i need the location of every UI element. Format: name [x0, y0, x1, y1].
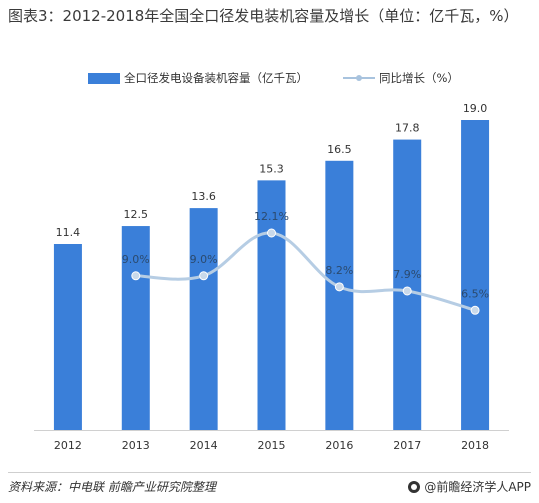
legend-line-label: 同比增长（%）	[379, 71, 459, 85]
growth-label-2016: 8.2%	[325, 264, 353, 277]
x-tick-label-2014: 2014	[190, 439, 218, 452]
growth-label-2018: 6.5%	[461, 287, 489, 300]
bar-2017	[393, 139, 422, 430]
bar-value-label-2018: 19.0	[463, 102, 488, 115]
bar-2015	[257, 180, 286, 430]
legend-item-capacity: 全口径发电设备装机容量（亿千瓦）	[88, 70, 308, 86]
growth-line	[134, 231, 477, 312]
growth-point-2015	[267, 228, 276, 238]
bar-value-label-2016: 16.5	[327, 143, 352, 156]
x-tick-label-2015: 2015	[258, 439, 286, 452]
bar-2018	[461, 120, 490, 430]
x-tick-label-2016: 2016	[325, 439, 353, 452]
legend-bar-swatch	[88, 72, 120, 84]
chart-plot: 11.4 2012 12.5 2013 13.6 2014 15.3 2015 16.5 2016…	[34, 102, 509, 452]
growth-label-2014: 9.0%	[190, 253, 218, 266]
x-tick-label-2018: 2018	[461, 439, 489, 452]
growth-point-2014	[199, 271, 209, 281]
legend-item-growth: 同比增长（%）	[343, 70, 459, 86]
growth-label-2017: 7.9%	[393, 268, 421, 281]
footer-divider	[8, 472, 531, 473]
bar-2013	[121, 226, 150, 430]
growth-point-2017	[402, 286, 412, 296]
source-note: 资料来源：中电联 前瞻产业研究院整理	[8, 480, 216, 494]
growth-label-2013: 9.0%	[122, 253, 150, 266]
bar-value-label-2013: 12.5	[124, 208, 149, 221]
bar-2014	[189, 208, 218, 430]
brand-logo-icon	[408, 480, 421, 493]
bar-2012	[53, 244, 82, 430]
x-tick-label-2012: 2012	[54, 439, 82, 452]
chart-title: 图表3：2012-2018年全国全口径发电装机容量及增长（单位：亿千瓦，%）	[8, 7, 519, 25]
bar-value-label-2014: 13.6	[191, 190, 216, 203]
brand: @前瞻经济学人APP	[408, 478, 531, 495]
growth-label-2015: 12.1%	[254, 210, 289, 223]
x-tick-label-2017: 2017	[393, 439, 421, 452]
legend: 全口径发电设备装机容量（亿千瓦） 同比增长（%）	[0, 70, 539, 86]
bar-value-label-2012: 11.4	[56, 226, 81, 239]
growth-point-2018	[470, 305, 480, 315]
growth-point-2016	[334, 282, 344, 292]
x-tick-label-2013: 2013	[122, 439, 150, 452]
bar-value-label-2017: 17.8	[395, 122, 420, 135]
legend-line-swatch	[343, 72, 375, 84]
brand-label: @前瞻经济学人APP	[424, 480, 531, 494]
growth-point-2013	[131, 271, 141, 281]
bar-2016	[325, 160, 354, 430]
legend-bar-label: 全口径发电设备装机容量（亿千瓦）	[124, 71, 308, 85]
bar-value-label-2015: 15.3	[259, 162, 284, 175]
